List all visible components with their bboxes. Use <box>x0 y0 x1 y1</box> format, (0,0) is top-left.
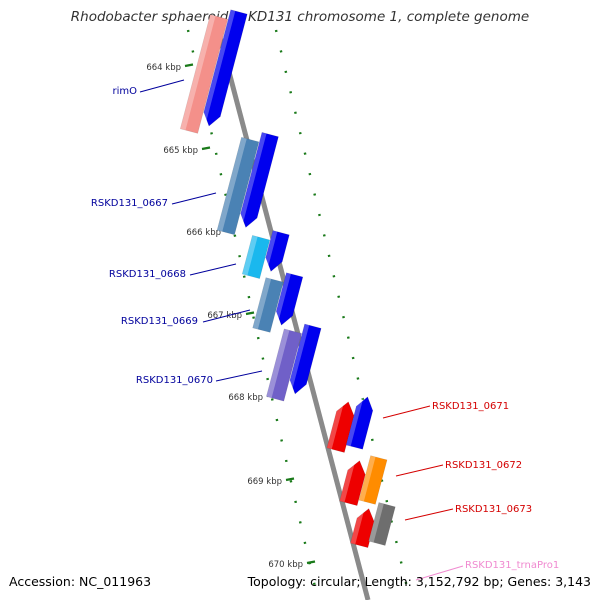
tick-label: 668 kbp <box>228 393 263 403</box>
label-leader-line <box>139 79 185 93</box>
feature-tracks <box>179 9 396 549</box>
gene-label-RSKD131_0670: RSKD131_0670 <box>136 375 213 386</box>
label-leader-line <box>404 508 454 521</box>
gene-label-RSKD131_0672: RSKD131_0672 <box>445 460 522 471</box>
tick-mark <box>201 146 211 151</box>
gene-feature-RSKD131_0671 <box>345 394 374 450</box>
gene-block-RSKD131_0668 <box>241 235 271 279</box>
tick-label: 664 kbp <box>146 63 181 73</box>
gene-block-rimO <box>179 14 229 134</box>
label-leader-line <box>215 370 263 382</box>
genome-summary: Topology: circular; Length: 3,152,792 bp… <box>247 574 591 589</box>
gene-arrow-RSKD131_0672 <box>339 458 366 506</box>
label-leader-line <box>202 309 251 323</box>
gene-label-RSKD131_0669: RSKD131_0669 <box>121 316 198 327</box>
label-leader-line <box>395 464 444 477</box>
tick-label: 665 kbp <box>163 146 198 156</box>
label-leader-line <box>171 192 217 205</box>
gene-arrow-RSKD131_0669 <box>273 272 304 326</box>
sequence-backbone <box>215 29 371 600</box>
gene-label-RSKD131_0668: RSKD131_0668 <box>109 269 186 280</box>
feature-labels: rimO RSKD131_0667 RSKD131_0668 RSKD131_0669… <box>91 79 559 581</box>
gene-label-rimO: rimO <box>112 86 137 97</box>
tick-label: 669 kbp <box>247 477 282 487</box>
tick-mark <box>184 63 194 68</box>
gene-label-RSKD131_0671: RSKD131_0671 <box>432 401 509 412</box>
accession-text: Accession: NC_011963 <box>9 574 152 589</box>
gene-block-RSKD131_0670 <box>266 328 302 402</box>
tick-mark <box>306 560 316 565</box>
gene-label-RSKD131_0673: RSKD131_0673 <box>455 504 532 515</box>
gene-arrow-RSKD131_0670 <box>286 323 322 395</box>
tick-label: 670 kbp <box>268 560 303 570</box>
gene-arrow-RSKD131_0671 <box>326 399 355 453</box>
gene-arrow-rimO <box>200 9 248 127</box>
tick-mark <box>285 477 295 482</box>
label-leader-line <box>415 565 464 581</box>
gene-feature-RSKD131_0672 <box>358 455 388 505</box>
map-title: Rhodobacter sphaeroides KD131 chromosome… <box>70 9 530 25</box>
gene-block-RSKD131_0669 <box>252 277 284 333</box>
gene-arrow-RSKD131_0668 <box>262 230 290 272</box>
label-leader-line <box>189 263 237 276</box>
label-leader-line <box>382 405 431 419</box>
tick-mark <box>245 311 255 316</box>
gene-label-RSKD131_0667: RSKD131_0667 <box>91 198 168 209</box>
tick-label: 666 kbp <box>186 228 221 238</box>
gene-block-RSKD131_0667 <box>216 136 260 236</box>
gene-arrow-RSKD131_0667 <box>237 132 279 228</box>
gene-feature-RSKD131_0673 <box>368 502 396 546</box>
gene-label-RSKD131_trnaPro1: RSKD131_trnaPro1 <box>465 560 559 571</box>
gene-arrow-RSKD131_0673 <box>350 506 375 549</box>
